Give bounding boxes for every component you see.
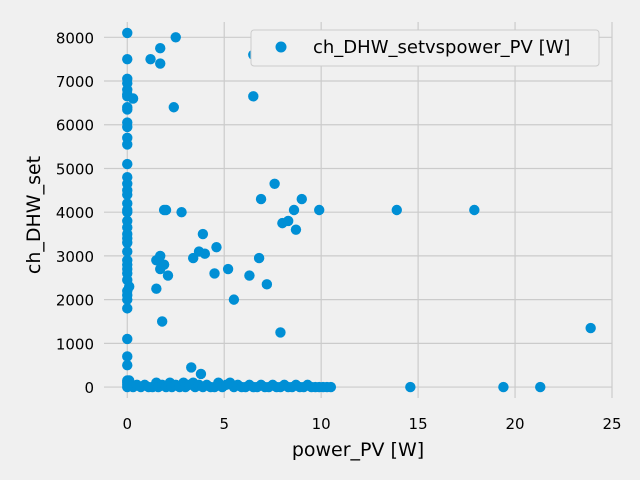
data-point	[155, 58, 166, 69]
data-point	[261, 279, 273, 290]
data-point	[151, 283, 162, 294]
y-tick-label: 7000	[56, 73, 94, 91]
y-tick-label: 6000	[56, 117, 94, 135]
y-axis-label: ch_DHW_set	[23, 156, 45, 274]
y-tick-label: 2000	[56, 292, 94, 310]
data-point	[122, 189, 133, 200]
data-point	[391, 204, 402, 216]
grid	[104, 22, 613, 398]
data-point	[170, 32, 181, 43]
data-point	[585, 322, 596, 334]
data-point	[122, 53, 133, 65]
data-point	[211, 241, 222, 253]
x-tick-label: 10	[312, 415, 331, 433]
legend: ch_DHW_setvspower_PV [W]	[250, 29, 600, 67]
x-tick-label: 5	[219, 415, 229, 433]
tick-labels: 0 5 10 15 20 25 0 1000 2000 3000 4000 5000 6000 7000 8…	[56, 29, 622, 433]
data-point	[122, 294, 133, 305]
data-point	[155, 250, 166, 262]
data-point	[122, 27, 133, 39]
legend-entry: ch_DHW_setvspower_PV [W]	[313, 37, 570, 58]
y-tick-label: 4000	[56, 204, 94, 222]
data-point	[122, 360, 133, 371]
data-point	[228, 294, 240, 305]
data-point	[325, 381, 337, 393]
data-point	[122, 237, 133, 248]
data-point	[145, 53, 156, 65]
y-tick-label: 3000	[56, 248, 94, 266]
data-point	[122, 303, 133, 314]
x-tick-label: 25	[602, 415, 621, 433]
data-point	[282, 215, 294, 227]
y-tick-label: 0	[84, 379, 94, 397]
data-point	[127, 93, 139, 104]
data-point	[209, 268, 220, 279]
data-point	[199, 248, 211, 259]
data-point	[122, 104, 133, 115]
data-point	[290, 224, 302, 235]
data-point	[253, 252, 265, 264]
data-point	[405, 381, 416, 393]
data-point	[296, 193, 307, 205]
y-tick-label: 5000	[56, 160, 94, 178]
data-point	[275, 327, 286, 338]
data-point	[222, 263, 234, 275]
legend-box	[250, 29, 600, 67]
data-point	[244, 270, 255, 281]
data-point	[122, 121, 133, 133]
data-point	[160, 204, 172, 216]
x-tick-label: 0	[122, 415, 132, 433]
x-tick-label: 20	[506, 415, 525, 433]
data-point	[162, 270, 174, 281]
data-point	[158, 259, 170, 270]
data-point	[248, 91, 259, 102]
data-point	[195, 368, 207, 380]
data-point	[498, 381, 509, 393]
data-point	[124, 281, 135, 292]
x-tick-label: 15	[409, 415, 428, 433]
data-point	[122, 158, 133, 170]
x-axis-label: power_PV [W]	[292, 439, 424, 461]
data-points	[122, 27, 596, 393]
data-point	[288, 204, 300, 216]
data-point	[535, 381, 546, 393]
data-point	[122, 206, 133, 218]
data-point	[122, 333, 133, 345]
data-point	[156, 316, 168, 327]
data-point	[122, 351, 133, 362]
data-point	[255, 193, 267, 205]
data-point	[197, 228, 209, 240]
data-point	[176, 206, 187, 218]
y-tick-label: 8000	[56, 29, 94, 47]
y-tick-label: 1000	[56, 335, 94, 353]
data-point	[186, 362, 197, 373]
data-point	[314, 204, 325, 216]
data-point	[269, 178, 280, 189]
data-point	[122, 246, 133, 257]
data-point	[168, 102, 180, 113]
data-point	[469, 204, 480, 216]
data-point	[155, 43, 166, 54]
legend-marker	[275, 41, 287, 53]
data-point	[122, 139, 133, 150]
